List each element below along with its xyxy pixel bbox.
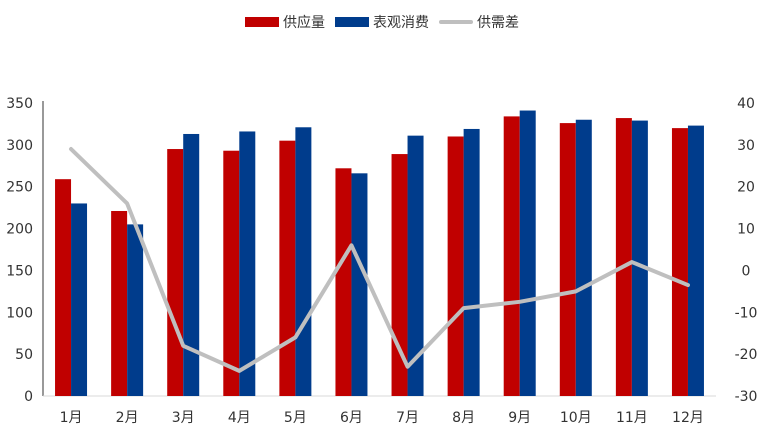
- left-tick-label: 250: [6, 180, 33, 196]
- bar-consumption: [407, 135, 424, 397]
- x-tick-label: 8月: [452, 410, 475, 426]
- legend-swatch-consumption: [335, 17, 369, 27]
- bar-supply: [615, 118, 632, 396]
- right-tick-label: 30: [737, 138, 755, 154]
- legend-item-consumption: 表观消费: [335, 12, 429, 32]
- right-tick-label: 40: [737, 96, 755, 112]
- x-tick-label: 10月: [560, 410, 592, 426]
- bar-consumption: [463, 128, 480, 397]
- x-tick-label: 2月: [116, 410, 139, 426]
- left-tick-label: 150: [6, 263, 33, 279]
- bar-consumption: [519, 110, 536, 396]
- bar-supply: [559, 123, 576, 396]
- x-tick-label: 12月: [672, 410, 704, 426]
- bar-supply: [223, 150, 240, 396]
- left-tick-label: 100: [6, 305, 33, 321]
- right-tick-label: -20: [735, 347, 758, 363]
- right-tick-label: -30: [735, 389, 758, 405]
- bar-consumption: [239, 131, 256, 396]
- legend-label-supply: 供应量: [283, 15, 325, 31]
- legend-item-gap: 供需差: [439, 12, 519, 32]
- bar-supply: [335, 168, 352, 396]
- bar-consumption: [295, 127, 312, 396]
- right-tick-label: -10: [735, 305, 758, 321]
- bar-consumption: [183, 133, 200, 396]
- x-tick-label: 3月: [172, 410, 195, 426]
- left-tick-label: 0: [24, 389, 33, 405]
- x-tick-label: 7月: [396, 410, 419, 426]
- legend: 供应量 表观消费 供需差: [0, 10, 764, 34]
- bar-supply: [279, 140, 296, 396]
- bar-supply: [503, 116, 520, 396]
- bar-consumption: [71, 203, 88, 396]
- bar-consumption: [351, 173, 368, 396]
- left-tick-label: 200: [6, 222, 33, 238]
- right-tick-label: 10: [737, 222, 755, 238]
- legend-swatch-supply: [245, 17, 279, 27]
- bar-supply: [111, 210, 128, 396]
- legend-label-consumption: 表观消费: [373, 15, 429, 31]
- x-tick-label: 5月: [284, 410, 307, 426]
- x-tick-label: 4月: [228, 410, 251, 426]
- x-tick-label: 11月: [616, 410, 648, 426]
- x-tick-label: 6月: [340, 410, 363, 426]
- bar-supply: [167, 149, 184, 396]
- bar-supply: [55, 179, 72, 396]
- right-tick-label: 0: [742, 263, 751, 279]
- x-tick-label: 1月: [60, 410, 83, 426]
- bar-consumption: [127, 224, 144, 396]
- legend-item-supply: 供应量: [245, 12, 325, 32]
- bar-consumption: [631, 120, 648, 396]
- bar-supply: [671, 128, 688, 396]
- left-tick-label: 350: [6, 96, 33, 112]
- bar-consumption: [687, 125, 704, 397]
- left-tick-label: 300: [6, 138, 33, 154]
- line-supply-demand-gap: [69, 147, 690, 373]
- bar-supply: [391, 154, 408, 396]
- x-tick-label: 9月: [508, 410, 531, 426]
- legend-swatch-gap: [439, 20, 473, 24]
- bar-supply: [447, 136, 464, 396]
- left-tick-label: 50: [15, 347, 33, 363]
- legend-label-gap: 供需差: [477, 15, 519, 31]
- right-tick-label: 20: [737, 180, 755, 196]
- bar-consumption: [575, 119, 592, 396]
